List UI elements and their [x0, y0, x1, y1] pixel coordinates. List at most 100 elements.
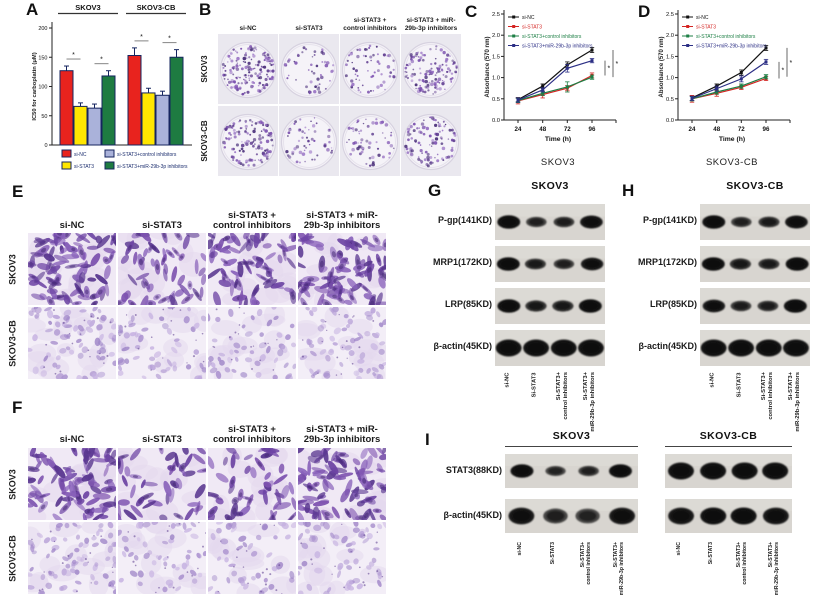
panel-e: E si-NC si-STAT3 si-STAT3 + control inhibi…: [0, 180, 420, 396]
series-line-si-STAT3+control inhibitors: [691, 76, 767, 100]
svg-text:si-STAT3: si-STAT3: [696, 24, 716, 30]
panel-i: I SKOV3 si-NC Si-STAT3 Si-STAT3+ control in…: [420, 430, 819, 600]
protein-label: P-gp(141KD): [642, 215, 697, 225]
svg-text:2.0: 2.0: [492, 33, 500, 39]
panel-f: F si-NC si-STAT3 si-STAT3 + control inhibi…: [0, 398, 420, 600]
svg-text:si-STAT3+control inhibitors: si-STAT3+control inhibitors: [117, 152, 177, 158]
title-underline: [505, 446, 638, 447]
bar-si-STAT3+control inhibitors: [155, 94, 170, 146]
cell-image: [208, 522, 296, 594]
bar-si-STAT3: [73, 105, 88, 146]
row-label: SKOV3-CB: [200, 120, 209, 162]
bar-si-NC: [127, 54, 142, 146]
cell-image: [28, 307, 116, 379]
column-header: si-NC: [59, 434, 85, 446]
panel-d: D 0.0 0.5 1.0 1.5 2.0 2.5 Absorbance (570 nm) 2…: [632, 0, 819, 178]
lane-label: si-NC: [675, 542, 682, 556]
svg-text:96: 96: [763, 126, 770, 133]
legend-swatch: [61, 149, 72, 158]
colony-well: [279, 106, 339, 176]
cell-image: [208, 448, 296, 520]
series-line-si-STAT3+miR-29b-3p inhibitors: [517, 60, 593, 101]
bar-si-STAT3+miR-29b-3p inhibitors: [101, 75, 116, 146]
blot-title: SKOV3: [552, 430, 591, 442]
panel-h: H SKOV3-CB P-gp(141KD) MRP1(172KD) LRP(85KD…: [620, 178, 819, 436]
colony-well: [218, 34, 278, 104]
panel-c: C 0.0 0.5 1.0 1.5 2.0 2.5 Absorbance (570 nm) 2…: [458, 0, 632, 178]
lane-label: si-NC: [709, 372, 716, 388]
svg-text:*: *: [72, 52, 75, 59]
svg-text:Absorbance (570 nm): Absorbance (570 nm): [485, 36, 491, 97]
svg-text:SKOV3: SKOV3: [75, 3, 100, 12]
colony-well: [401, 34, 461, 104]
svg-text:SKOV3: SKOV3: [541, 157, 575, 168]
panel-b: B si-NC si-STAT3 si-STAT3 + control inhibi…: [196, 0, 461, 178]
title-underline: [665, 446, 792, 447]
column-header: si-STAT3 + miR- 29b-3p inhibitors: [303, 209, 381, 232]
blot-strip: [665, 499, 792, 533]
column-header: si-NC: [59, 220, 85, 232]
svg-text:*: *: [790, 60, 793, 67]
row-label: SKOV3: [7, 468, 18, 500]
lane-label: Si-STAT3: [549, 542, 556, 565]
panel-g-label: G: [428, 181, 442, 200]
legend-swatch: [61, 161, 72, 170]
svg-text:2.5: 2.5: [492, 12, 500, 18]
panel-c-line-chart: 0.0 0.5 1.0 1.5 2.0 2.5 Absorbance (570 nm) 24 4…: [485, 10, 619, 168]
svg-text:Time (h): Time (h): [719, 136, 745, 143]
column-header: si-STAT3: [142, 220, 182, 232]
lane-label: Si-STAT3: [531, 372, 538, 397]
cell-image: [28, 522, 116, 594]
blot-title: SKOV3: [531, 180, 569, 192]
svg-text:72: 72: [738, 126, 745, 133]
svg-text:0.5: 0.5: [666, 97, 674, 103]
protein-label: β-actin(45KD): [433, 341, 493, 351]
protein-label: P-gp(141KD): [437, 215, 492, 225]
blot-strip: [665, 454, 792, 488]
cell-image: [298, 448, 386, 520]
lane-label: Si-STAT3+ control inhibitors: [760, 372, 774, 420]
colony-well: [279, 34, 339, 104]
column-header: si-STAT3 + control inhibitors: [212, 209, 292, 232]
blot-strip: [505, 454, 638, 488]
svg-text:72: 72: [564, 126, 571, 133]
series-line-si-NC: [691, 47, 767, 99]
svg-text:Time (h): Time (h): [545, 136, 571, 143]
blot-strip: [495, 330, 605, 366]
panel-g: G SKOV3 P-gp(141KD) MRP1(172KD) LRP(85KD) β-…: [420, 178, 628, 436]
blot-strip: [700, 204, 810, 240]
panel-d-line-chart: 0.0 0.5 1.0 1.5 2.0 2.5 Absorbance (570 nm) 24 4…: [659, 10, 793, 168]
series-line-si-STAT3: [691, 77, 767, 100]
cell-image: [208, 233, 296, 305]
cell-image: [28, 448, 116, 520]
blot-title: SKOV3-CB: [726, 180, 784, 192]
colony-well: [340, 106, 400, 176]
blot-strip: [505, 499, 638, 533]
lane-label: Si-STAT3: [736, 372, 743, 397]
column-header: si-STAT3 + control inhibitors: [343, 17, 397, 32]
panel-h-label: H: [622, 181, 635, 200]
blot-title: SKOV3-CB: [699, 430, 758, 442]
cell-image: [118, 307, 206, 379]
panel-e-label: E: [12, 182, 24, 201]
column-header: si-STAT3 + miR- 29b-3p inhibitors: [303, 423, 381, 446]
protein-label: STAT3(88KD): [445, 465, 502, 475]
blot-strip: [700, 246, 810, 282]
protein-label: β-actin(45KD): [443, 510, 503, 520]
panel-f-label: F: [12, 398, 23, 417]
panel-a: A 0 50 100 150 200 IC50 for carboplatin (μM) S…: [0, 0, 196, 178]
svg-text:24: 24: [689, 126, 696, 133]
column-header: si-STAT3 + control inhibitors: [212, 423, 292, 446]
colony-well: [340, 34, 400, 104]
bar-si-STAT3+control inhibitors: [87, 107, 102, 146]
row-label: SKOV3: [7, 253, 18, 285]
colony-well: [401, 106, 461, 176]
lane-label: si-NC: [516, 542, 523, 556]
panel-a-label: A: [26, 0, 39, 19]
svg-text:0: 0: [44, 143, 47, 149]
svg-text:si-STAT3+miR-29b-3p inhibitors: si-STAT3+miR-29b-3p inhibitors: [522, 43, 593, 49]
protein-label: LRP(85KD): [649, 299, 697, 309]
blot-strip: [700, 288, 810, 324]
cell-image: [208, 307, 296, 379]
